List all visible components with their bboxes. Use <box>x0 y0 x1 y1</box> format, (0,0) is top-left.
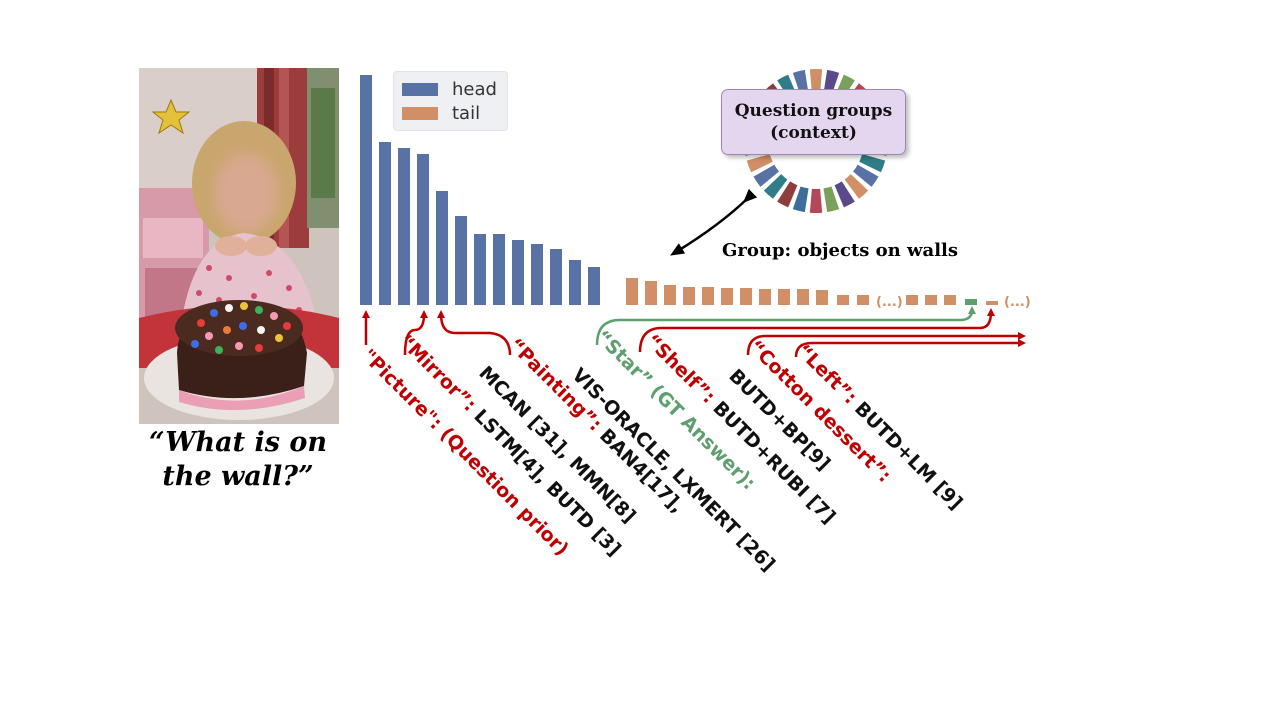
ring-segment-12 <box>746 154 773 173</box>
ring-segment-11 <box>753 164 779 187</box>
bar-tail-17 <box>965 299 977 305</box>
question-line-1: “What is on <box>148 427 328 458</box>
ring-segment-9 <box>777 181 798 208</box>
ring-segment-10 <box>763 174 788 199</box>
ring-segment-7 <box>809 188 823 213</box>
bar-tail-5 <box>702 287 714 305</box>
bar-tail-14 <box>906 295 918 305</box>
bar-tail-1 <box>626 278 638 305</box>
bar-tail-18 <box>986 301 998 305</box>
connector-star <box>595 306 976 346</box>
bar-tail-11 <box>816 290 828 305</box>
bar-head-8 <box>493 234 505 305</box>
question-groups-line-2: (context) <box>770 123 857 143</box>
bar-head-5 <box>436 191 448 305</box>
bar-tail-10 <box>797 289 809 305</box>
bar-tail-4 <box>683 287 695 305</box>
legend-swatch-tail <box>402 106 438 120</box>
bar-tail-6 <box>721 288 733 305</box>
connector-painting <box>437 310 512 356</box>
bar-tail-12 <box>837 295 849 305</box>
bar-head-12 <box>569 260 581 305</box>
bar-head-11 <box>550 249 562 305</box>
bar-head-9 <box>512 240 524 305</box>
bar-tail-3 <box>664 285 676 305</box>
question-text: “What is on the wall?” <box>138 426 338 494</box>
bar-head-1 <box>360 75 372 305</box>
bar-tail-15 <box>925 295 937 305</box>
ellipsis-label-2: (...) <box>1004 295 1031 310</box>
bar-head-10 <box>531 244 543 305</box>
bar-tail-2 <box>645 281 657 305</box>
connector-shelf <box>638 308 995 353</box>
bar-tail-9 <box>778 289 790 305</box>
ring-segment-4 <box>844 174 869 199</box>
bar-tail-7 <box>740 288 752 305</box>
bar-head-3 <box>398 148 410 305</box>
bar-head-13 <box>588 267 600 305</box>
group-label: Group: objects on walls <box>722 240 959 261</box>
legend-item-head: head <box>402 78 497 100</box>
bar-head-4 <box>417 154 429 305</box>
group-arrow <box>670 188 758 256</box>
ellipsis-label-1: (...) <box>876 295 903 310</box>
bar-head-6 <box>455 216 467 305</box>
ring-segment-3 <box>853 164 879 187</box>
ring-segment-8 <box>792 186 809 213</box>
connector-mirror <box>403 310 428 356</box>
photo-girl-with-cake <box>139 68 339 424</box>
bar-tail-8 <box>759 289 771 305</box>
question-groups-line-1: Question groups <box>734 101 893 121</box>
ring-segment-6 <box>823 186 840 213</box>
ring-segment-2 <box>859 154 886 173</box>
legend-swatch-head <box>402 82 438 96</box>
question-groups-box: Question groups (context) <box>721 89 906 155</box>
legend-label-head: head <box>452 78 497 100</box>
question-line-2: the wall?” <box>162 461 314 492</box>
bar-tail-16 <box>944 295 956 305</box>
legend-label-tail: tail <box>452 102 481 124</box>
chart-legend: head tail <box>393 71 508 131</box>
connector-cotton <box>746 332 1026 356</box>
bar-tail-13 <box>857 295 869 305</box>
bar-head-2 <box>379 142 391 305</box>
bar-head-7 <box>474 234 486 305</box>
ring-segment-5 <box>834 181 855 208</box>
legend-item-tail: tail <box>402 102 481 124</box>
connector-left <box>794 339 1026 358</box>
ring-segment-20 <box>809 69 823 94</box>
